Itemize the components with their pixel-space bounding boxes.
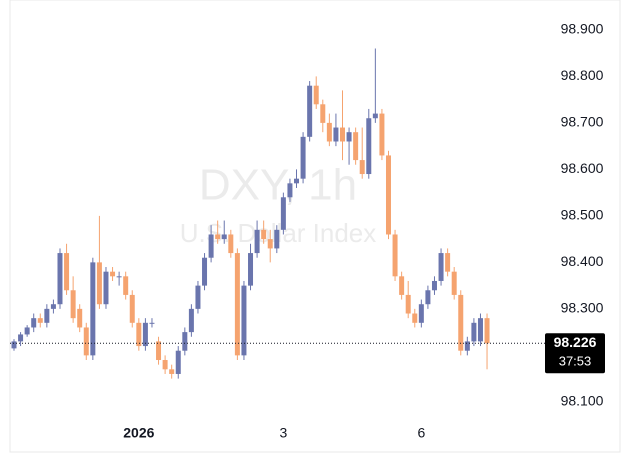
candle-body <box>175 350 181 374</box>
y-tick-label: 98.300 <box>561 300 604 316</box>
candle-body <box>96 262 102 305</box>
y-tick-label: 98.900 <box>561 21 604 37</box>
candle-body <box>346 132 352 142</box>
candle-body <box>274 229 280 249</box>
candle-body <box>44 308 50 323</box>
y-tick-label: 98.400 <box>561 253 604 269</box>
candle-body <box>326 122 332 142</box>
candle-body <box>116 276 122 278</box>
candle-body <box>24 327 30 335</box>
candle-body <box>57 253 63 305</box>
candle-body <box>254 229 260 254</box>
y-tick-label: 98.500 <box>561 207 604 223</box>
candle-body <box>412 313 418 323</box>
candle-body <box>31 318 37 328</box>
candle-body <box>149 322 155 324</box>
candle-body <box>18 334 24 342</box>
candle-body <box>372 113 378 119</box>
candle-body <box>294 178 300 184</box>
candle-body <box>188 308 194 333</box>
candle-body <box>438 253 444 281</box>
candle-body <box>385 155 391 235</box>
candle-body <box>359 160 365 175</box>
candle-body <box>392 234 398 277</box>
candle-body <box>162 360 168 370</box>
candle-body <box>300 136 306 179</box>
y-tick-label: 98.700 <box>561 114 604 130</box>
y-tick-label: 98.600 <box>561 160 604 176</box>
y-tick-label: 98.100 <box>561 393 604 409</box>
candle-body <box>77 308 83 328</box>
chart-frame <box>9 0 621 453</box>
watermark-title: DXY, 1h <box>199 161 357 210</box>
candle-body <box>464 341 470 351</box>
candle-body <box>313 85 319 105</box>
candle-body <box>307 85 313 137</box>
candle-body <box>123 276 129 295</box>
candle-body <box>234 253 240 356</box>
candle-body <box>280 197 286 230</box>
candle-body <box>11 341 17 349</box>
candle-body <box>477 318 483 342</box>
candle-body <box>241 285 247 356</box>
candle-body <box>129 294 135 323</box>
candle-body <box>195 285 201 309</box>
candle-body <box>103 271 109 305</box>
candle-body <box>215 234 221 240</box>
x-tick-label: 6 <box>417 425 425 441</box>
candle-body <box>169 369 175 374</box>
candle-body <box>320 104 326 123</box>
candle-body <box>50 304 56 309</box>
x-tick-label: 2026 <box>123 425 154 441</box>
countdown-label: 37:53 <box>559 354 592 369</box>
candle-body <box>405 294 411 314</box>
candle-body <box>156 341 162 361</box>
candle-body <box>221 234 227 240</box>
last-price-box <box>545 333 605 374</box>
candle-body <box>340 127 345 142</box>
candle-body <box>418 304 424 323</box>
candle-body <box>248 253 254 286</box>
candle-body <box>136 322 142 347</box>
candle-body <box>70 290 76 319</box>
y-tick-label: 98.800 <box>561 67 604 83</box>
candle-body <box>142 322 148 347</box>
candle-body <box>451 271 457 295</box>
candle-body <box>83 327 89 356</box>
candle-body <box>353 132 359 161</box>
last-price-label: 98.226 <box>554 334 597 350</box>
candle-body <box>431 280 437 291</box>
candle-body <box>202 257 208 286</box>
x-tick-label: 3 <box>279 425 287 441</box>
candle-body <box>471 322 477 342</box>
candle-body <box>445 253 451 272</box>
candle-body <box>37 318 43 323</box>
candle-body <box>261 229 267 240</box>
candle-body <box>379 113 385 156</box>
candle-body <box>182 332 188 351</box>
candle-body <box>110 271 116 277</box>
candle-body <box>208 234 214 258</box>
candle-body <box>484 318 490 344</box>
candle-body <box>267 239 273 249</box>
candle-body <box>366 118 372 175</box>
candle-body <box>333 127 339 142</box>
candle-body <box>458 294 464 351</box>
candle-body <box>399 276 405 295</box>
candle-body <box>90 262 96 356</box>
candle-body <box>228 234 234 254</box>
candle-body <box>425 290 431 305</box>
candle-body <box>287 183 293 198</box>
candle-body <box>64 253 70 291</box>
